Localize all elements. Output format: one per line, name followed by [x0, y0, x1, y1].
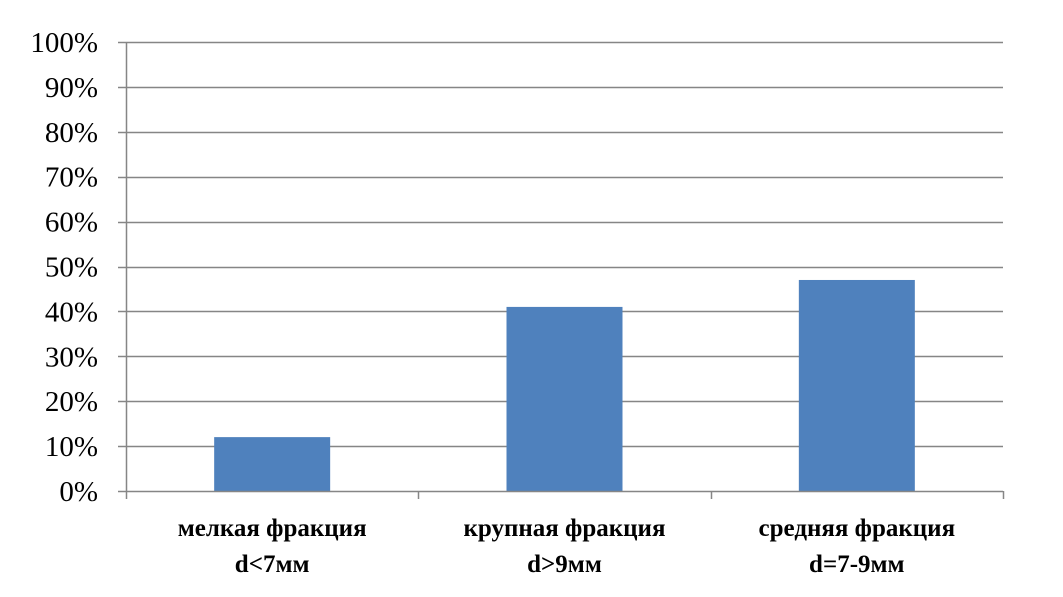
y-tick-label: 10% — [45, 431, 98, 463]
y-tick-label: 90% — [45, 72, 98, 104]
x-category-label: крупная фракция d>9мм — [463, 515, 665, 578]
y-axis-tick-labels: 0% 10% 20% 30% 40% 50% 60% 70% 80% 90% 100% — [30, 27, 98, 508]
x-category-label: средняя фракция d=7-9мм — [759, 515, 956, 578]
y-tick-label: 50% — [45, 252, 98, 284]
y-tick-label: 100% — [30, 27, 98, 59]
y-tick-label: 40% — [45, 296, 98, 328]
bar — [506, 306, 623, 491]
bars — [214, 279, 915, 491]
y-tick-label: 60% — [45, 207, 98, 239]
bar — [798, 279, 915, 491]
y-tick-label: 0% — [59, 476, 98, 508]
axes — [118, 41, 1005, 499]
y-tick-label: 30% — [45, 341, 98, 373]
y-tick-label: 70% — [45, 162, 98, 194]
y-tick-label: 80% — [45, 117, 98, 149]
x-category-label-line: d>9мм — [527, 551, 602, 578]
y-tick-label: 20% — [45, 386, 98, 418]
x-category-label-line: мелкая фракция — [178, 515, 367, 542]
x-category-label-line: d=7-9мм — [809, 551, 905, 578]
x-category-label: мелкая фракция d<7мм — [178, 515, 367, 578]
x-category-label-line: крупная фракция — [463, 515, 665, 542]
gridlines — [126, 41, 1003, 448]
x-axis-category-labels: мелкая фракция d<7мм крупная фракция d>9мм с… — [178, 515, 955, 578]
bar — [214, 437, 331, 491]
x-category-label-line: средняя фракция — [759, 515, 956, 542]
x-category-label-line: d<7мм — [235, 551, 310, 578]
